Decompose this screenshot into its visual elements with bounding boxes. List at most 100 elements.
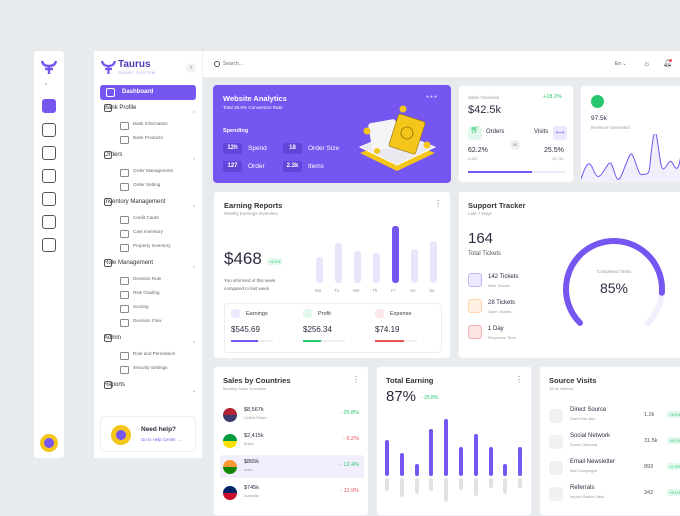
orders-icon[interactable] — [42, 146, 56, 160]
check-icon — [468, 299, 482, 313]
carousel-dots[interactable]: ●●● — [426, 94, 439, 100]
earning-down-bar — [518, 478, 523, 488]
day-label: Tu — [334, 288, 340, 293]
earning-bar-mo — [316, 257, 323, 283]
sidebar-group-reports[interactable]: Reports ⌄ — [104, 381, 200, 394]
order-size-value: 18 — [283, 143, 302, 154]
chevron-up-icon[interactable]: ⌃ — [192, 341, 197, 347]
sidebar-group-bank-profile[interactable]: Bank Profile ⌃ — [104, 104, 200, 117]
expand-icon[interactable]: › — [45, 82, 47, 88]
order-value: 127 — [223, 161, 242, 172]
sidebar-group-label: Rule Management — [104, 260, 154, 266]
language-select[interactable]: En ⌄ — [615, 61, 627, 67]
theme-toggle-icon[interactable]: ☼ — [643, 59, 651, 68]
sales-value: $42.5k — [468, 104, 502, 116]
more-options-icon[interactable]: ⋮ — [434, 199, 442, 208]
sidebar-group-admin[interactable]: Admin ⌃ — [104, 334, 200, 347]
expense-icon — [375, 309, 384, 318]
sidebar-subitem[interactable]: Order Setting — [119, 182, 161, 191]
earning-bar-fr — [392, 225, 399, 283]
earning-down-bar — [385, 478, 389, 492]
earning-down-bar — [503, 478, 508, 494]
country-change: - 12.4% — [340, 462, 359, 468]
country-sales-value: $8,567k — [244, 407, 264, 413]
bank-icon[interactable] — [42, 123, 56, 137]
ticket-icon — [468, 273, 482, 287]
help-lifebuoy-icon[interactable] — [40, 434, 58, 452]
earning-up-bar — [503, 464, 508, 476]
sidebar-subitem[interactable]: Bank Products — [120, 135, 163, 144]
support-item-title: 1 Day — [488, 326, 504, 332]
total-earning-change: - 25.8% — [421, 395, 439, 401]
orders-icon — [104, 151, 112, 159]
source-value: 1.2k — [644, 412, 655, 418]
chevron-up-icon[interactable]: ⌃ — [192, 111, 197, 117]
source-value: 342 — [644, 490, 654, 496]
chevron-down-icon[interactable]: ⌄ — [192, 388, 197, 394]
earning-metrics-box: Earnings $545.69 Profit $256.34 Expense $74.1… — [224, 303, 442, 353]
earning-up-bar — [488, 447, 493, 476]
day-label: Th — [372, 288, 378, 293]
chevron-up-icon[interactable]: ⌃ — [192, 205, 197, 211]
more-options-icon[interactable]: ⋮ — [352, 375, 360, 384]
website-analytics-card: Website Analytics Total 28.5% Conversion… — [213, 85, 451, 183]
sidebar-subitem[interactable]: Decision Rule — [119, 276, 162, 285]
revenue-label: Revenue Generated — [591, 125, 630, 130]
total-earning-title: Total Earning — [386, 376, 434, 385]
earning-down-bar — [459, 478, 463, 490]
sidebar-subitem[interactable]: Decision Flow — [120, 318, 162, 327]
sidebar-subitem[interactable]: Role and Permission — [119, 351, 176, 360]
metric-progress-track — [303, 340, 345, 342]
sidebar-group-orders[interactable]: Orders ⌃ — [104, 151, 200, 164]
sidebar-group-rule-management[interactable]: Rule Management ⌃ — [104, 259, 200, 272]
earning-bar-th — [373, 253, 380, 283]
country-name: Brazil — [244, 442, 254, 446]
dashboard-icon[interactable] — [42, 99, 56, 113]
inventory-icon[interactable] — [42, 169, 56, 183]
earning-up-bar — [459, 447, 463, 476]
help-center-link[interactable]: Go to Help Center → — [141, 437, 182, 442]
more-options-icon[interactable]: ⋮ — [515, 375, 523, 384]
sidebar-subitem[interactable]: Scoring — [120, 304, 149, 313]
sidebar-subitem[interactable]: Credit Cards — [120, 215, 159, 224]
source-badge: +2.4% — [667, 463, 680, 470]
earning-up-bar — [414, 464, 419, 476]
sales-progress-fill — [468, 171, 533, 173]
source-badge: +8.2% — [667, 437, 680, 444]
notification-bell-icon[interactable]: 🔔︎ — [663, 60, 672, 67]
collapse-sidebar-button[interactable]: ‹ — [186, 63, 196, 73]
order-size-label: Order Size — [308, 145, 340, 152]
topbar: En ⌄ ☼ 🔔︎ — [203, 51, 680, 78]
sidebar-group-inventory-management[interactable]: Inventory Management ⌃ — [104, 198, 200, 211]
direct-source-icon — [549, 409, 563, 423]
notification-dot — [669, 59, 672, 62]
earning-up-bar — [518, 447, 523, 476]
earning-note-2: compared to last week — [224, 286, 270, 291]
items-label: Items — [308, 163, 324, 170]
admin-icon[interactable] — [42, 215, 56, 229]
support-item-subtitle: Response Time — [488, 335, 516, 340]
search-input[interactable] — [223, 58, 423, 70]
sidebar-subitem[interactable]: Security Settings — [119, 365, 168, 374]
sidebar-subitem[interactable]: Bank Information — [120, 121, 168, 130]
source-badge: +4.2% — [667, 411, 680, 418]
earning-down-bar — [473, 478, 478, 496]
taurus-logo-icon — [100, 60, 117, 74]
help-card[interactable]: Need help? Go to Help Center → — [100, 416, 196, 452]
cart-icon: 🛒︎ — [468, 126, 482, 140]
sidebar-subitem[interactable]: Order Management — [120, 168, 173, 177]
chevron-up-icon[interactable]: ⌃ — [192, 266, 197, 272]
sales-overview-card: Sales Overview +18.2% $42.5k 🛒︎ Orders V… — [458, 85, 574, 183]
chevron-up-icon[interactable]: ⌃ — [192, 158, 197, 164]
sidebar-item-dashboard[interactable]: Dashboard — [100, 85, 196, 100]
metric-label: Profit — [318, 311, 331, 317]
sidebar-subitem[interactable]: Cars Inventory — [120, 229, 163, 238]
sidebar-subitem[interactable]: Risk Grading — [120, 290, 160, 299]
icon-rail: › — [34, 51, 64, 458]
sales-progress-track — [468, 171, 565, 173]
rules-icon[interactable] — [42, 192, 56, 206]
sidebar-subitem[interactable]: Property Inventory — [120, 243, 171, 252]
order-label: Order — [248, 163, 265, 170]
reports-icon[interactable] — [42, 238, 56, 252]
visits-count: 12,749 — [552, 157, 564, 161]
